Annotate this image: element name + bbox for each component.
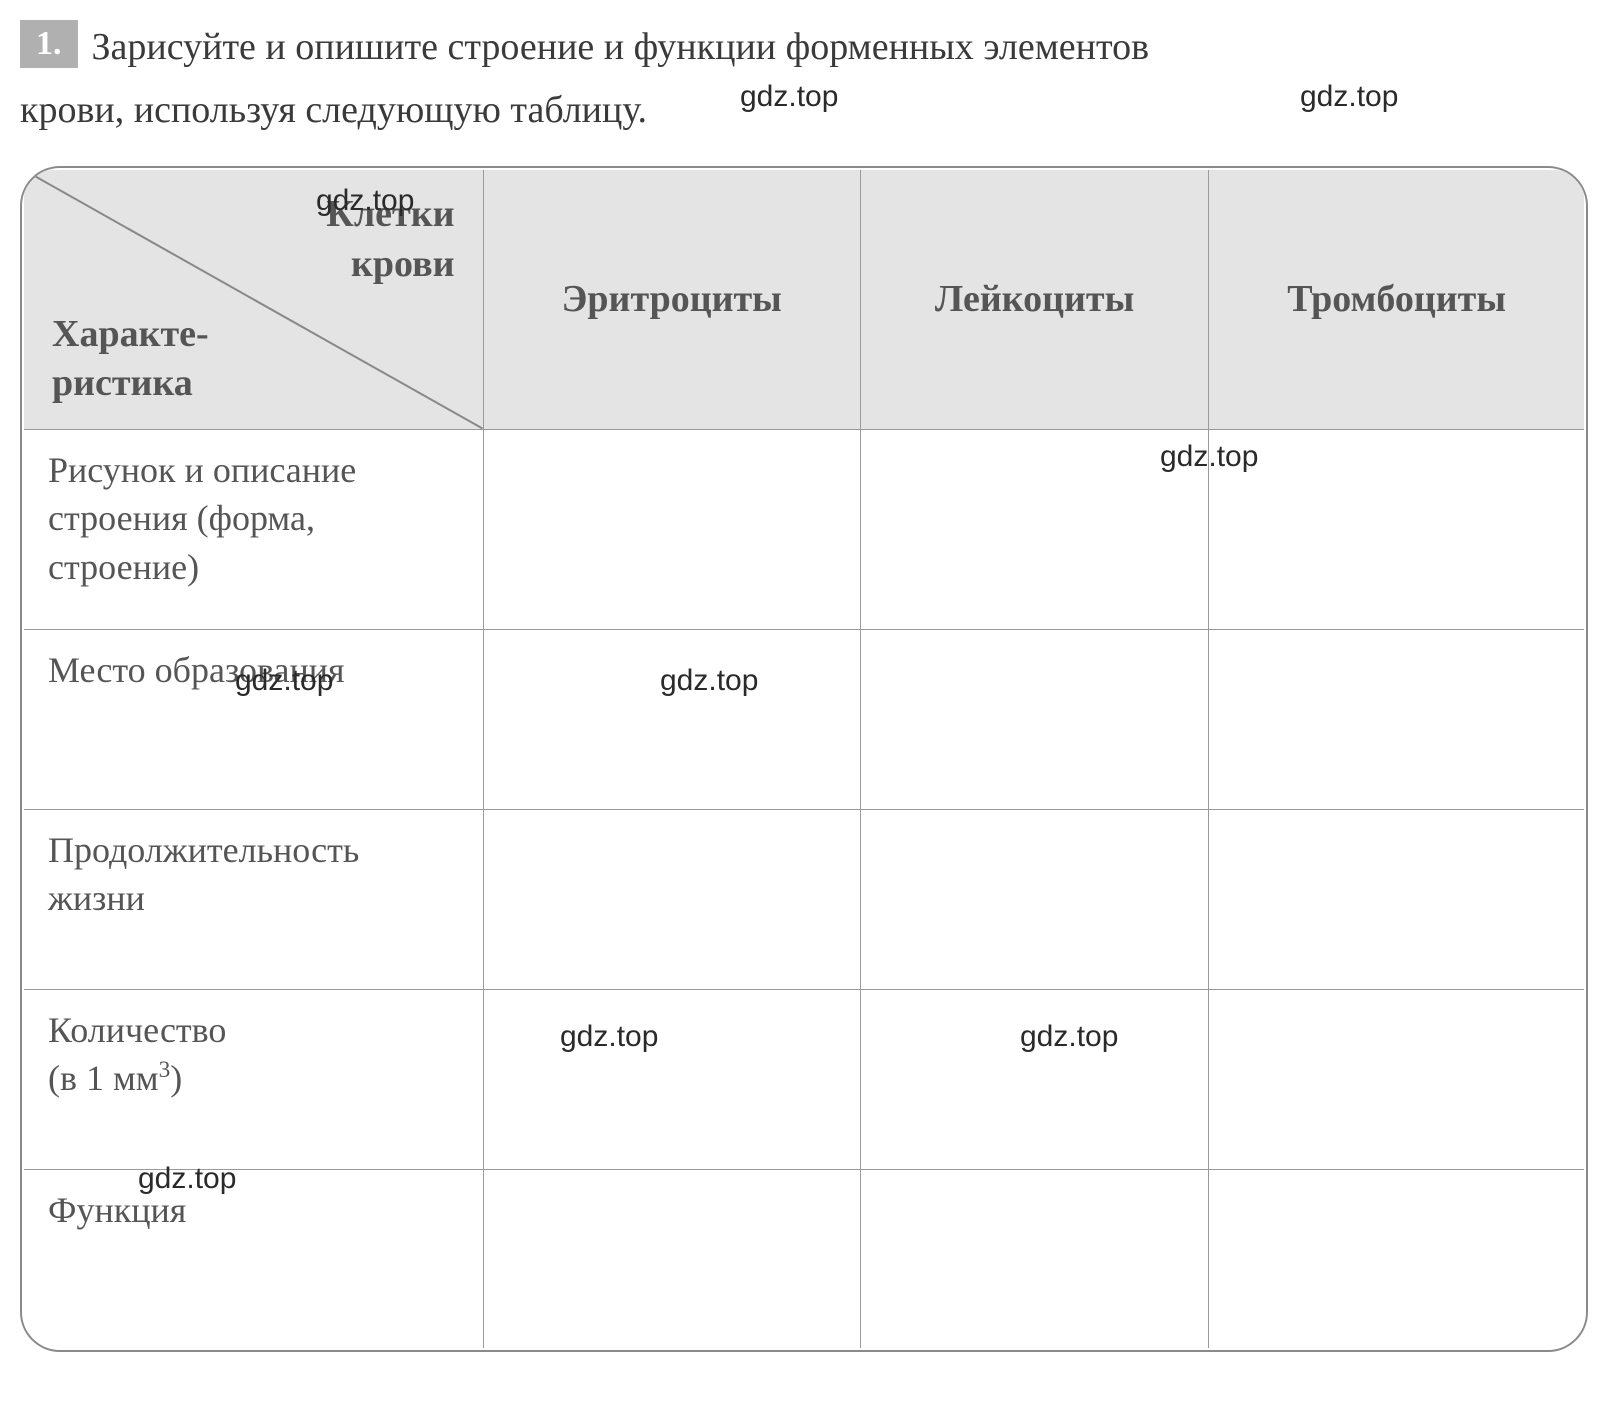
col-header-2: Тромбоциты xyxy=(1209,169,1585,429)
main-table: Клетки крови Характе- ристика Эритроциты… xyxy=(22,168,1586,1350)
cell-1-1 xyxy=(860,629,1208,809)
watermark: gdz.top xyxy=(740,75,838,119)
row2-l2: жизни xyxy=(48,878,145,918)
row-label-0: Рисунок и описание строения (форма, стро… xyxy=(23,429,483,629)
table-row: Продолжительность жизни xyxy=(23,809,1585,989)
task-text-line2: крови, используя следующую таблицу. gdz.… xyxy=(20,83,1588,138)
diag-top-label: Клетки крови xyxy=(326,190,454,289)
table-body: Рисунок и описание строения (форма, стро… xyxy=(23,429,1585,1349)
table-row: Количество (в 1 мм3) xyxy=(23,989,1585,1169)
task-text-line1: Зарисуйте и опишите строение и функции ф… xyxy=(92,20,1150,75)
cell-2-2 xyxy=(1209,809,1585,989)
task-header: 1. Зарисуйте и опишите строение и функци… xyxy=(20,20,1588,75)
cell-2-1 xyxy=(860,809,1208,989)
table-row: Рисунок и описание строения (форма, стро… xyxy=(23,429,1585,629)
cell-0-1 xyxy=(860,429,1208,629)
diagonal-header-cell: Клетки крови Характе- ристика xyxy=(23,169,483,429)
table-head: Клетки крови Характе- ристика Эритроциты… xyxy=(23,169,1585,429)
diag-bottom-label: Характе- ристика xyxy=(52,310,209,409)
cell-3-1 xyxy=(860,989,1208,1169)
row3-l2: (в 1 мм3) xyxy=(48,1058,182,1098)
cell-0-2 xyxy=(1209,429,1585,629)
cell-1-0 xyxy=(483,629,860,809)
cell-3-0 xyxy=(483,989,860,1169)
row3-l2-sup: 3 xyxy=(159,1057,171,1083)
row1-l1: Место образования xyxy=(48,650,345,690)
table-row: Функция xyxy=(23,1169,1585,1349)
row0-l3: строение) xyxy=(48,547,199,587)
row2-l1: Продолжительность xyxy=(48,830,359,870)
cell-4-1 xyxy=(860,1169,1208,1349)
row3-l2-suffix: ) xyxy=(170,1058,182,1098)
row-label-1: Место образования xyxy=(23,629,483,809)
cell-4-0 xyxy=(483,1169,860,1349)
cell-2-0 xyxy=(483,809,860,989)
watermark: gdz.top xyxy=(1300,75,1398,119)
col-header-0: Эритроциты xyxy=(483,169,860,429)
row-label-4: Функция xyxy=(23,1169,483,1349)
row4-l1: Функция xyxy=(48,1190,186,1230)
row3-l2-prefix: (в 1 мм xyxy=(48,1058,159,1098)
diag-bottom-line1: Характе- xyxy=(52,313,209,355)
cell-4-2 xyxy=(1209,1169,1585,1349)
task-wrapper: 1. Зарисуйте и опишите строение и функци… xyxy=(20,20,1588,1352)
table-container: gdz.top gdz.top gdz.top gdz.top gdz.top … xyxy=(20,166,1588,1352)
task-line2-text: крови, используя следующую таблицу. xyxy=(20,89,647,131)
diag-top-line2: крови xyxy=(351,243,455,285)
row0-l2: строения (форма, xyxy=(48,498,315,538)
row0-l1: Рисунок и описание xyxy=(48,450,356,490)
row-label-2: Продолжительность жизни xyxy=(23,809,483,989)
cell-3-2 xyxy=(1209,989,1585,1169)
table-rounded-wrap: Клетки крови Характе- ристика Эритроциты… xyxy=(20,166,1588,1352)
diag-bottom-line2: ристика xyxy=(52,362,193,404)
task-number: 1. xyxy=(20,20,78,68)
col-header-1: Лейкоциты xyxy=(860,169,1208,429)
table-row: Место образования xyxy=(23,629,1585,809)
cell-0-0 xyxy=(483,429,860,629)
header-row: Клетки крови Характе- ристика Эритроциты… xyxy=(23,169,1585,429)
row3-l1: Количество xyxy=(48,1010,226,1050)
row-label-3: Количество (в 1 мм3) xyxy=(23,989,483,1169)
diag-top-line1: Клетки xyxy=(326,193,454,235)
cell-1-2 xyxy=(1209,629,1585,809)
